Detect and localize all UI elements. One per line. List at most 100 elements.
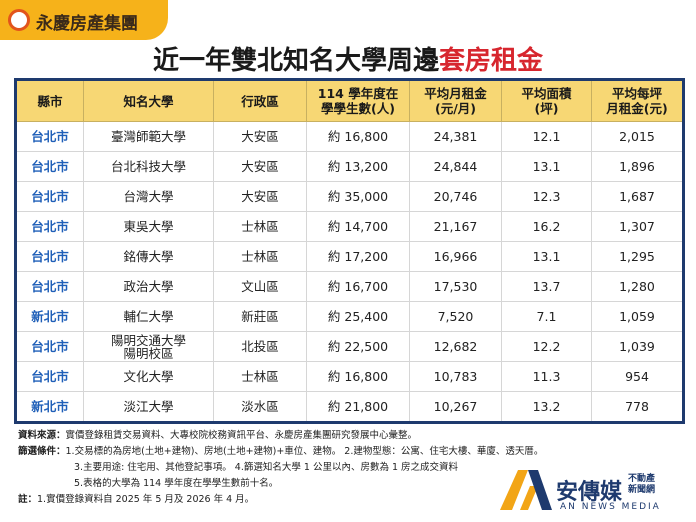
table-cell: 13.1 (501, 151, 592, 182)
city-cell: 新北市 (15, 391, 84, 423)
table-cell: 13.1 (501, 241, 592, 272)
table-cell: 台北科技大學 (83, 151, 214, 182)
table-cell: 士林區 (213, 241, 307, 272)
city-cell: 台北市 (15, 271, 84, 302)
note-label: 資料來源： (18, 430, 66, 441)
table-cell: 陽明交通大學 陽明校區 (83, 331, 214, 362)
table-row: 台北市 文化大學 士林區約 16,800 10,783 11.3 954 (15, 361, 684, 392)
brand-name: 永慶房產集團 (36, 14, 138, 34)
table-cell: 台灣大學 (83, 181, 214, 212)
table-cell: 10,783 (409, 361, 502, 392)
media-tag: 不動產 新聞網 (628, 474, 656, 495)
table-cell: 11.3 (501, 361, 592, 392)
header-row: 縣市 知名大學 行政區 114 學年度在 學學生數(人) 平均月租金 (元/月) 平均面積… (15, 79, 684, 122)
table-cell: 淡江大學 (83, 391, 214, 423)
header-cell: 114 學年度在 學學生數(人) (306, 79, 410, 122)
table-cell: 7,520 (409, 301, 502, 332)
table-row: 台北市 臺灣師範大學 大安區約 16,800 24,381 12.1 2,015 (15, 121, 684, 152)
table-row: 新北市 輔仁大學 新莊區約 25,400 7,520 7.1 1,059 (15, 301, 684, 332)
table-cell: 北投區 (213, 331, 307, 362)
table-cell: 1,295 (591, 241, 684, 272)
note-text: 1.實價登錄資料自 2025 年 5 月及 2026 年 4 月。 (37, 494, 255, 505)
table-cell: 約 35,000 (306, 181, 410, 212)
city-cell: 台北市 (15, 211, 84, 242)
note-label: 篩選條件： (18, 446, 66, 457)
table-cell: 1,307 (591, 211, 684, 242)
table-cell: 1,687 (591, 181, 684, 212)
table-cell: 約 16,800 (306, 121, 410, 152)
table-cell: 1,280 (591, 271, 684, 302)
header-cell: 平均面積 (坪) (501, 79, 592, 122)
city-cell: 台北市 (15, 361, 84, 392)
note-text: 3.主要用途: 住宅用、其他登記事項。 4.篩選知名大學 1 公里以內、房數為 … (74, 462, 459, 473)
table-cell: 1,059 (591, 301, 684, 332)
note-line: 註：1.實價登錄資料自 2025 年 5 月及 2026 年 4 月。 (18, 492, 543, 508)
table-cell: 文山區 (213, 271, 307, 302)
city-cell: 新北市 (15, 301, 84, 332)
table-cell: 臺灣師範大學 (83, 121, 214, 152)
table-cell: 約 16,800 (306, 361, 410, 392)
table-cell: 21,167 (409, 211, 502, 242)
note-text: 實價登錄租賃交易資料、大專校院校務資訊平台、永慶房產集團研究發展中心彙整。 (65, 430, 418, 441)
table-cell: 7.1 (501, 301, 592, 332)
note-line: 篩選條件：1.交易標的為房地(土地+建物)、房地(土地+建物)+車位、建物。 2… (18, 444, 543, 460)
table-row: 台北市 台灣大學 大安區約 35,000 20,746 12.3 1,687 (15, 181, 684, 212)
table-row: 台北市 銘傳大學 士林區約 17,200 16,966 13.1 1,295 (15, 241, 684, 272)
media-logo (500, 470, 552, 510)
note-text: 5.表格的大學為 114 學年度在學學生數前十名。 (74, 478, 279, 489)
notes: 資料來源：實價登錄租賃交易資料、大專校院校務資訊平台、永慶房產集團研究發展中心彙… (18, 428, 543, 508)
header-cell: 平均月租金 (元/月) (409, 79, 502, 122)
table-cell: 13.7 (501, 271, 592, 302)
table-cell: 東吳大學 (83, 211, 214, 242)
table-cell: 輔仁大學 (83, 301, 214, 332)
table-cell: 12.3 (501, 181, 592, 212)
header-cell: 平均每坪 月租金(元) (591, 79, 684, 122)
table-cell: 大安區 (213, 181, 307, 212)
table-cell: 約 14,700 (306, 211, 410, 242)
table-cell: 778 (591, 391, 684, 423)
header-cell: 縣市 (15, 79, 84, 122)
rent-table: 縣市 知名大學 行政區 114 學年度在 學學生數(人) 平均月租金 (元/月) 平均面積… (14, 78, 685, 424)
table-cell: 1,896 (591, 151, 684, 182)
title-highlight: 套房租金 (439, 46, 544, 76)
table-row: 台北市 東吳大學 士林區約 14,700 21,167 16.2 1,307 (15, 211, 684, 242)
table-cell: 銘傳大學 (83, 241, 214, 272)
note-text: 1.交易標的為房地(土地+建物)、房地(土地+建物)+車位、建物。 2.建物型態… (65, 446, 544, 457)
table-row: 台北市 陽明交通大學 陽明校區 北投區約 22,500 12,682 12.2 1,039 (15, 331, 684, 362)
table-cell: 17,530 (409, 271, 502, 302)
media-english: AN NEWS MEDIA (560, 502, 661, 512)
note-line: 5.表格的大學為 114 學年度在學學生數前十名。 (18, 476, 543, 492)
city-cell: 台北市 (15, 181, 84, 212)
table-cell: 約 16,700 (306, 271, 410, 302)
table-cell: 24,844 (409, 151, 502, 182)
table-cell: 約 21,800 (306, 391, 410, 423)
table-cell: 20,746 (409, 181, 502, 212)
table-cell: 大安區 (213, 121, 307, 152)
table-cell: 約 25,400 (306, 301, 410, 332)
title-main: 近一年雙北知名大學周邊 (152, 46, 439, 76)
table-cell: 13.2 (501, 391, 592, 423)
table-cell: 約 17,200 (306, 241, 410, 272)
table-row: 台北市 台北科技大學 大安區約 13,200 24,844 13.1 1,896 (15, 151, 684, 182)
table-cell: 文化大學 (83, 361, 214, 392)
city-cell: 台北市 (15, 331, 84, 362)
table-cell: 10,267 (409, 391, 502, 423)
table-body: 台北市 臺灣師範大學 大安區約 16,800 24,381 12.1 2,015 台北市 台北… (15, 121, 684, 423)
brand-icon (8, 9, 30, 31)
note-line: 3.主要用途: 住宅用、其他登記事項。 4.篩選知名大學 1 公里以內、房數為 … (18, 460, 543, 476)
table-cell: 政治大學 (83, 271, 214, 302)
table-cell: 24,381 (409, 121, 502, 152)
table-cell: 12,682 (409, 331, 502, 362)
table-cell: 淡水區 (213, 391, 307, 423)
table-cell: 954 (591, 361, 684, 392)
header-cell: 行政區 (213, 79, 307, 122)
table-cell: 12.2 (501, 331, 592, 362)
header-cell: 知名大學 (83, 79, 214, 122)
table-cell: 12.1 (501, 121, 592, 152)
title: 近一年雙北知名大學周邊套房租金 (0, 40, 696, 77)
table-cell: 約 22,500 (306, 331, 410, 362)
note-line: 資料來源：實價登錄租賃交易資料、大專校院校務資訊平台、永慶房產集團研究發展中心彙… (18, 428, 543, 444)
table-cell: 16,966 (409, 241, 502, 272)
table-cell: 約 13,200 (306, 151, 410, 182)
